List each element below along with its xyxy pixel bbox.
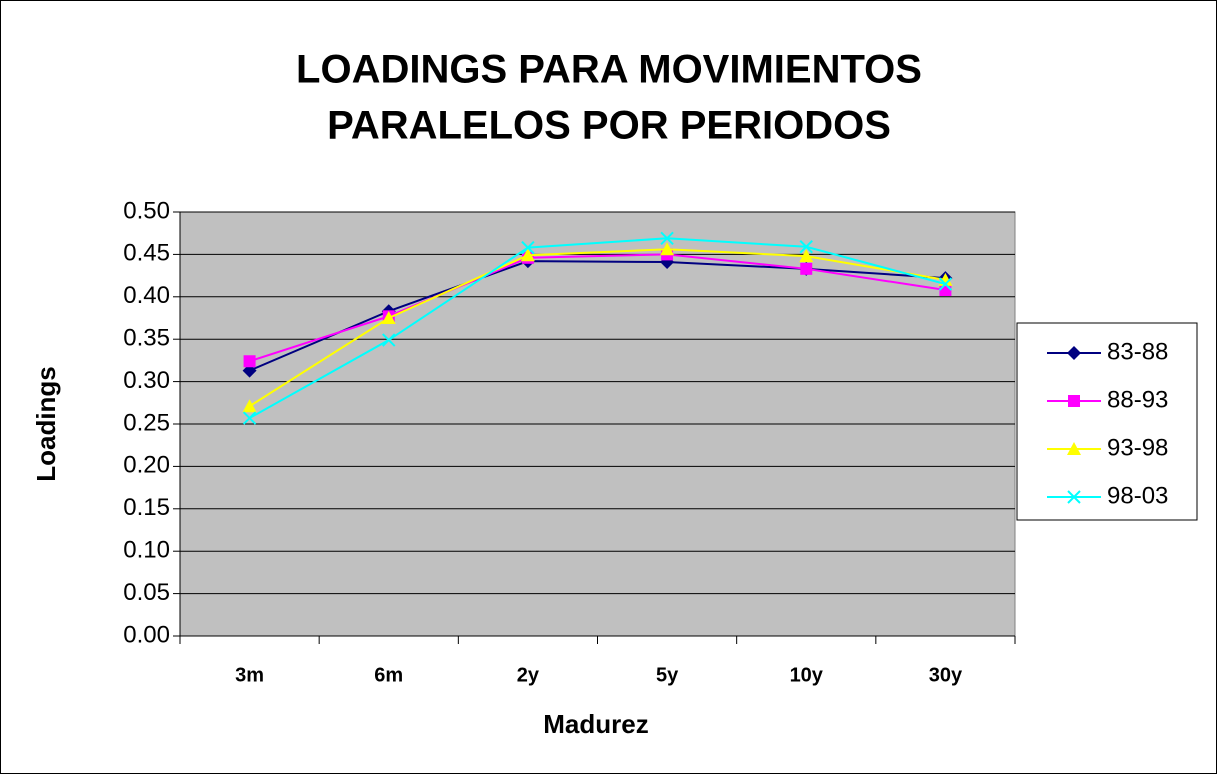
legend-label: 83-88 <box>1107 338 1168 365</box>
legend-box <box>1016 322 1198 521</box>
data-point <box>242 399 257 413</box>
legend-label: 93-98 <box>1107 434 1168 461</box>
y-tick-label: 0.30 <box>123 367 170 394</box>
y-tick-label: 0.20 <box>123 452 170 479</box>
data-point <box>800 262 813 275</box>
x-axis-label: Madurez <box>543 709 648 739</box>
x-tick-label: 2y <box>517 664 540 686</box>
y-tick-label: 0.35 <box>123 325 170 352</box>
data-point <box>799 249 814 263</box>
data-point <box>520 248 535 262</box>
x-tick-label: 3m <box>235 664 264 686</box>
y-tick-label: 0.45 <box>123 240 170 267</box>
legend-marker <box>1067 442 1081 455</box>
data-point <box>382 333 396 347</box>
data-point <box>242 411 257 425</box>
y-tick-label: 0.40 <box>123 282 170 309</box>
x-tick-label: 10y <box>790 664 824 686</box>
y-tick-label: 0.05 <box>123 579 170 606</box>
data-point <box>938 277 953 291</box>
legend-marker <box>1067 346 1081 360</box>
chart-title: LOADINGS PARA MOVIMIENTOS <box>296 48 922 92</box>
x-tick-label: 5y <box>656 664 679 686</box>
series-line <box>249 260 946 372</box>
y-tick-label: 0.15 <box>123 494 170 521</box>
legend-label: 88-93 <box>1107 386 1168 413</box>
x-tick-label: 30y <box>929 664 963 686</box>
legend-marker <box>1068 395 1080 407</box>
y-tick-label: 0.10 <box>123 537 170 564</box>
data-point <box>381 311 396 324</box>
chart-title: PARALELOS POR PERIODOS <box>327 104 891 148</box>
y-tick-label: 0.00 <box>123 621 170 648</box>
series-line <box>249 248 946 408</box>
data-point <box>660 231 674 245</box>
x-tick-label: 6m <box>374 664 403 686</box>
legend-marker <box>1067 490 1081 504</box>
series-line <box>249 253 946 363</box>
y-tick-label: 0.25 <box>123 409 170 436</box>
y-tick-label: 0.50 <box>123 197 170 224</box>
data-point <box>243 355 256 368</box>
legend-label: 98-03 <box>1107 482 1168 509</box>
series-line <box>249 237 946 419</box>
data-point <box>660 242 675 256</box>
data-point <box>799 240 813 254</box>
y-axis-label: Loadings <box>31 366 61 482</box>
data-point <box>521 240 535 255</box>
